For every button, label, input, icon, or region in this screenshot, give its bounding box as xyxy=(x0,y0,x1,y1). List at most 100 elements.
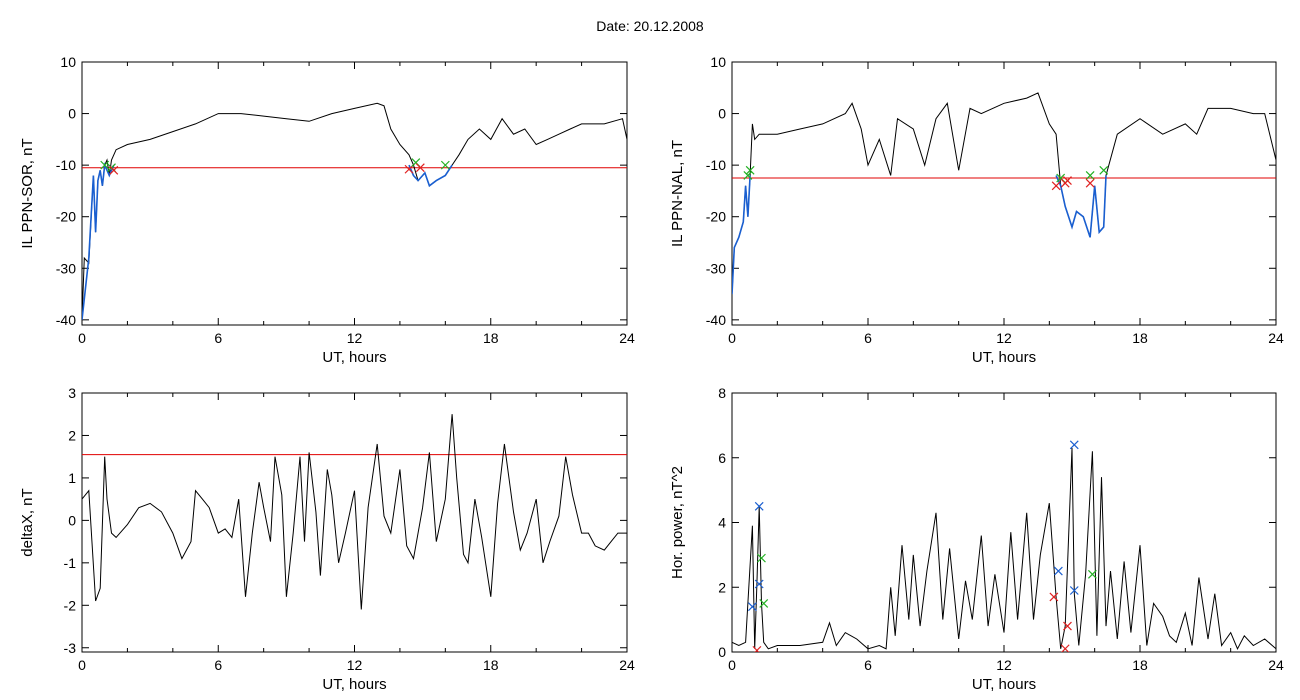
x-marker xyxy=(415,163,425,173)
x-marker xyxy=(1049,592,1059,602)
x-marker xyxy=(747,602,757,612)
x-marker-stroke xyxy=(1085,178,1095,188)
x-marker-stroke xyxy=(415,163,425,173)
y-tick-label: -40 xyxy=(56,312,76,328)
y-tick-label: 0 xyxy=(718,644,726,660)
x-tick-label: 18 xyxy=(1132,330,1148,346)
x-marker xyxy=(1069,440,1079,450)
x-marker xyxy=(404,164,414,174)
y-tick-label: -2 xyxy=(64,597,77,613)
y-tick-label: 3 xyxy=(68,385,76,401)
x-marker-stroke xyxy=(1063,176,1072,186)
y-tick-label: 10 xyxy=(710,54,726,70)
x-marker xyxy=(757,553,766,563)
plot-frame xyxy=(731,61,1277,326)
y-tick-label: -3 xyxy=(64,640,77,656)
x-marker-stroke xyxy=(747,602,757,612)
x-tick-label: 12 xyxy=(347,657,363,673)
chart-date-title: Date: 20.12.2008 xyxy=(596,18,704,34)
x-marker-stroke xyxy=(1053,566,1063,576)
y-axis-label: deltaX, nT xyxy=(19,488,36,556)
x-axis-label: UT, hours xyxy=(322,349,386,366)
x-marker xyxy=(1069,586,1079,595)
highlight-segment xyxy=(408,164,453,188)
x-tick-label: 24 xyxy=(1268,330,1284,346)
x-tick-label: 6 xyxy=(214,657,222,673)
x-marker-stroke xyxy=(1063,621,1072,631)
x-marker-stroke xyxy=(1051,181,1061,191)
x-marker xyxy=(1060,644,1070,652)
x-marker-stroke xyxy=(745,165,755,175)
y-tick-label: -20 xyxy=(56,209,76,225)
series-line xyxy=(732,92,1276,295)
plot-area xyxy=(82,414,627,610)
y-tick-label: 6 xyxy=(718,450,726,466)
x-tick-label: 0 xyxy=(78,330,86,346)
x-marker-stroke xyxy=(100,160,110,170)
x-marker-stroke xyxy=(440,160,450,170)
x-marker xyxy=(752,645,762,652)
x-marker xyxy=(1085,171,1095,180)
series-line xyxy=(82,414,627,610)
x-marker xyxy=(1085,178,1095,188)
y-axis-label: IL PPN-NAL, nT xyxy=(669,140,686,247)
x-marker-stroke xyxy=(754,579,764,589)
x-tick-label: 0 xyxy=(78,657,86,673)
x-marker-stroke xyxy=(1049,592,1059,602)
x-marker-stroke xyxy=(757,553,766,563)
series-line xyxy=(732,447,1276,650)
x-tick-label: 18 xyxy=(1132,657,1148,673)
plot-frame xyxy=(81,61,628,326)
x-marker xyxy=(754,501,764,511)
x-marker-stroke xyxy=(1056,173,1066,183)
x-marker xyxy=(1087,569,1097,579)
x-tick-label: 6 xyxy=(864,330,872,346)
panel-deltax: 0 6 12 18 24 3 2 1 0 -1 -2 -3 UT, hours deltaX, nT xyxy=(19,385,635,693)
y-tick-label: 2 xyxy=(718,579,726,595)
x-tick-label: 12 xyxy=(996,657,1012,673)
x-marker-stroke xyxy=(109,165,119,175)
x-tick-label: 18 xyxy=(483,657,499,673)
x-marker-stroke xyxy=(1061,644,1070,652)
y-tick-label: 2 xyxy=(68,427,76,443)
series-line xyxy=(82,102,627,320)
x-marker xyxy=(100,160,110,170)
y-axis-label: Hor. power, nT^2 xyxy=(669,466,686,579)
plot-frame xyxy=(81,392,628,653)
y-tick-label: 10 xyxy=(60,54,76,70)
x-tick-label: 12 xyxy=(996,330,1012,346)
x-marker xyxy=(1063,621,1072,631)
x-tick-label: 6 xyxy=(864,657,872,673)
x-tick-label: 18 xyxy=(483,330,499,346)
x-marker xyxy=(759,599,769,608)
y-tick-label: 0 xyxy=(718,106,726,122)
y-tick-label: 0 xyxy=(68,512,76,528)
x-marker-stroke xyxy=(411,158,421,167)
x-marker-stroke xyxy=(1085,171,1095,180)
x-marker xyxy=(1063,176,1072,186)
panel-il-ppn-nal: 0 6 12 18 24 10 0 -10 -20 -30 -40 UT, hours IL PPN-N… xyxy=(669,54,1284,366)
y-tick-label: -10 xyxy=(706,157,726,173)
y-tick-label: -20 xyxy=(706,209,726,225)
y-tick-label: 0 xyxy=(68,106,76,122)
x-marker-stroke xyxy=(1087,569,1097,579)
x-marker-stroke xyxy=(1069,440,1079,450)
y-tick-label: -10 xyxy=(56,157,76,173)
x-tick-label: 24 xyxy=(619,657,635,673)
x-marker xyxy=(745,165,755,175)
y-tick-label: -30 xyxy=(56,260,76,276)
y-tick-label: -30 xyxy=(706,260,726,276)
y-tick-label: -1 xyxy=(64,555,77,571)
y-tick-label: 8 xyxy=(718,385,726,401)
plot-area xyxy=(732,92,1276,295)
x-marker-stroke xyxy=(1069,586,1079,595)
plot-area xyxy=(732,440,1276,652)
x-axis-label: UT, hours xyxy=(972,349,1036,366)
x-tick-label: 0 xyxy=(728,330,736,346)
x-marker-stroke xyxy=(759,599,769,608)
x-marker-stroke xyxy=(754,501,764,511)
plot-frame xyxy=(731,392,1277,653)
x-axis-label: UT, hours xyxy=(322,676,386,693)
x-axis-label: UT, hours xyxy=(972,676,1036,693)
x-tick-label: 0 xyxy=(728,657,736,673)
